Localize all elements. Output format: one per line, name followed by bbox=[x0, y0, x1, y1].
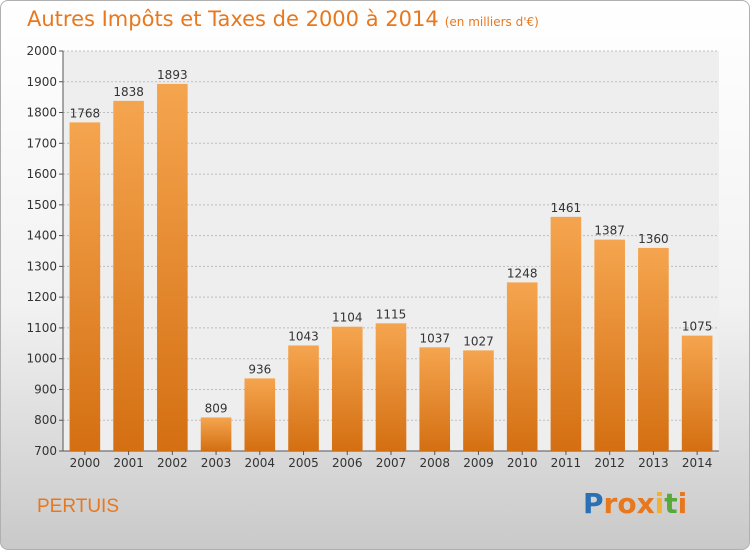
data-label: 1115 bbox=[376, 307, 407, 321]
x-tick-label: 2000 bbox=[70, 456, 101, 470]
x-tick-label: 2004 bbox=[245, 456, 276, 470]
y-tick-label: 1600 bbox=[26, 167, 57, 181]
bar bbox=[463, 350, 494, 451]
logo-letter: P bbox=[583, 487, 604, 520]
location-label: PERTUIS bbox=[37, 496, 120, 517]
bar bbox=[638, 247, 669, 451]
data-label: 1893 bbox=[157, 68, 188, 82]
data-label: 1768 bbox=[70, 106, 101, 120]
x-tick-label: 2014 bbox=[682, 456, 713, 470]
x-tick-label: 2002 bbox=[157, 456, 188, 470]
data-label: 1387 bbox=[594, 224, 625, 238]
data-label: 1104 bbox=[332, 311, 363, 325]
data-label: 1461 bbox=[551, 201, 582, 215]
bar bbox=[419, 347, 451, 451]
data-label: 936 bbox=[248, 362, 271, 376]
logo-letter: x bbox=[636, 487, 655, 520]
chart-subtitle: (en milliers d'€) bbox=[444, 15, 539, 29]
logo-letter: i bbox=[654, 487, 665, 520]
data-label: 1248 bbox=[507, 266, 538, 280]
bar bbox=[157, 83, 188, 451]
chart-title: Autres Impôts et Taxes de 2000 à 2014 (en… bbox=[27, 7, 539, 31]
x-tick-label: 2009 bbox=[463, 456, 494, 470]
data-label: 1027 bbox=[463, 334, 494, 348]
data-label: 1075 bbox=[682, 320, 713, 334]
bar bbox=[244, 378, 276, 451]
x-tick-label: 2013 bbox=[638, 456, 669, 470]
data-label: 809 bbox=[205, 401, 228, 415]
y-tick-label: 700 bbox=[34, 444, 57, 458]
y-tick-label: 1000 bbox=[26, 352, 57, 366]
x-tick-label: 2011 bbox=[551, 456, 582, 470]
data-label: 1043 bbox=[288, 329, 319, 343]
y-tick-label: 1100 bbox=[26, 321, 57, 335]
logo-letter: r bbox=[603, 487, 618, 520]
x-tick-label: 2003 bbox=[201, 456, 232, 470]
data-label: 1838 bbox=[113, 85, 144, 99]
y-tick-label: 1500 bbox=[26, 198, 57, 212]
y-tick-label: 900 bbox=[34, 382, 57, 396]
data-label: 1037 bbox=[419, 331, 450, 345]
y-tick-label: 1400 bbox=[26, 229, 57, 243]
logo-letter: t bbox=[664, 487, 678, 520]
y-tick-label: 2000 bbox=[26, 44, 57, 58]
y-tick-label: 1200 bbox=[26, 290, 57, 304]
x-tick-label: 2007 bbox=[376, 456, 407, 470]
y-tick-label: 800 bbox=[34, 413, 57, 427]
logo-letter: o bbox=[617, 487, 637, 520]
chart-title-text: Autres Impôts et Taxes de 2000 à 2014 bbox=[27, 7, 439, 31]
bar bbox=[375, 323, 407, 451]
y-tick-label: 1900 bbox=[26, 75, 57, 89]
x-tick-label: 2006 bbox=[332, 456, 363, 470]
bar bbox=[200, 417, 232, 451]
bar bbox=[550, 216, 582, 451]
y-tick-label: 1300 bbox=[26, 259, 57, 273]
bar bbox=[506, 282, 538, 451]
bar bbox=[681, 335, 713, 451]
logo-letter: i bbox=[677, 487, 688, 520]
x-tick-label: 2005 bbox=[288, 456, 319, 470]
x-tick-label: 2010 bbox=[507, 456, 538, 470]
proxiti-logo: Proxiti bbox=[583, 487, 687, 520]
x-tick-label: 2008 bbox=[419, 456, 450, 470]
bar bbox=[331, 326, 363, 451]
x-tick-label: 2001 bbox=[113, 456, 144, 470]
y-tick-label: 1700 bbox=[26, 136, 57, 150]
bar bbox=[69, 122, 101, 451]
x-tick-label: 2012 bbox=[594, 456, 625, 470]
y-tick-label: 1800 bbox=[26, 106, 57, 120]
data-label: 1360 bbox=[638, 232, 669, 246]
bar bbox=[113, 100, 144, 451]
bar bbox=[288, 345, 319, 451]
bar bbox=[594, 239, 625, 451]
